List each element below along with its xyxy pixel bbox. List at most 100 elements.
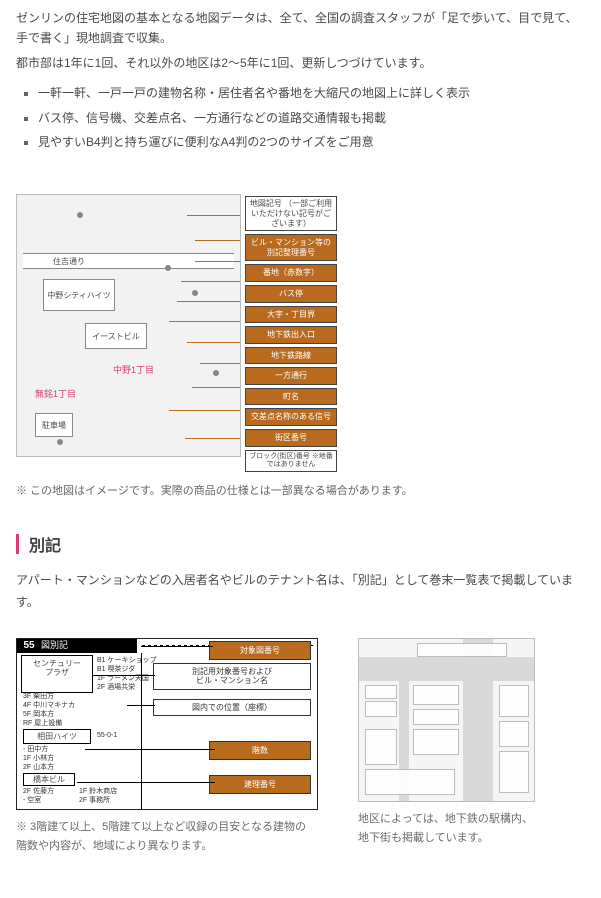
map-figure: 住吉通り 中野シティハイツ イーストビル 駐車場 中野1丁目 無銘1丁目 地図記… — [16, 194, 585, 472]
bekki-right-note: 地区によっては、地下鉄の駅構内、地下街も掲載しています。 — [358, 810, 533, 850]
bekki-left-figure: 55 図別記 センチュリー プラザ B1 ケーキショップ B1 喫茶ジダ 1F … — [16, 638, 316, 869]
bekki-small-box: 橋本ビル — [23, 773, 75, 787]
map-box — [499, 751, 529, 793]
map-box — [413, 709, 459, 725]
legend-item: バス停 — [245, 285, 337, 303]
map-pink-label: 中野1丁目 — [113, 363, 154, 376]
tenant-line: 4F 中川マキナカ — [23, 702, 75, 710]
bekki-haitsu-box: 相田ハイツ — [23, 729, 91, 745]
map-corridor — [359, 657, 534, 681]
legend-connector — [177, 301, 240, 302]
map-dot-icon — [213, 370, 219, 376]
tenant-line: - 空室 — [23, 797, 41, 805]
feature-item: バス停、信号機、交差点名、一方通行などの道路交通情報も掲載 — [38, 108, 585, 128]
legend-item: 大字・丁目界 — [245, 306, 337, 324]
map-box — [499, 721, 529, 747]
map-box — [413, 685, 459, 705]
map-legend: 地図記号 （一部ご利用いただけない記号がございます） ビル・マンション等の別記整… — [245, 194, 337, 472]
map-box — [365, 729, 397, 765]
tenant-line: 2F 佐藤方 — [23, 788, 54, 796]
bekki-pill: 建理番号 — [209, 775, 311, 795]
intro-line-2: 都市部は1年に1回、それ以外の地区は2〜5年に1回、更新しつづけています。 — [16, 53, 585, 73]
tenant-line: 1F 鈴木商店 — [79, 788, 117, 796]
bekki-plaza-line2: プラザ — [22, 668, 92, 678]
map-dot-icon — [192, 290, 198, 296]
tenant-line: B1 喫茶ジダ — [97, 666, 135, 674]
tenant-line: RF 屋上設備 — [23, 720, 62, 728]
map-box — [365, 701, 397, 717]
map-corridor — [463, 639, 493, 801]
legend-footer: ブロック(街区)番号 ※地番ではありません — [245, 450, 337, 473]
map-dot-icon — [57, 439, 63, 445]
legend-connector — [195, 261, 240, 262]
map-dot-icon — [165, 265, 171, 271]
legend-item: ビル・マンション等の別記整理番号 — [245, 234, 337, 261]
tenant-line: 2F 事務所 — [79, 797, 110, 805]
feature-item: 一軒一軒、一戸一戸の建物名称・居住者名や番地を大縮尺の地図上に詳しく表示 — [38, 83, 585, 103]
section-heading-bekki: 別記 — [16, 532, 585, 556]
bekki-header-bar: 55 図別記 — [17, 639, 137, 653]
feature-item: 見やすいB4判と持ち運びに便利なA4判の2つのサイズをご用意 — [38, 132, 585, 152]
bekki-right-figure: 地区によっては、地下鉄の駅構内、地下街も掲載しています。 — [358, 638, 533, 861]
legend-item: 街区番号 — [245, 429, 337, 447]
connector — [77, 782, 215, 783]
connector — [93, 675, 155, 676]
bekki-pill: 別記用対象番号および ビル・マンション名 — [153, 663, 311, 690]
legend-connector — [200, 363, 240, 364]
legend-item: 交差点名称のある信号 — [245, 408, 337, 426]
map-note: ※ この地図はイメージです。実際の商品の仕様とは一部異なる場合があります。 — [16, 482, 585, 498]
legend-item: 町名 — [245, 388, 337, 406]
intro-line-1: ゼンリンの住宅地図の基本となる地図データは、全て、全国の調査スタッフが「足で歩い… — [16, 8, 585, 49]
connector — [141, 646, 213, 647]
connector — [85, 749, 215, 750]
map-block: 中野シティハイツ — [43, 279, 115, 311]
legend-connector — [195, 240, 240, 241]
tenant-line: 2F 山本方 — [23, 764, 54, 772]
tenant-line: B1 ケーキショップ — [97, 657, 157, 665]
tenant-line: 2F 酒場共栄 — [97, 684, 135, 692]
legend-header: 地図記号 （一部ご利用いただけない記号がございます） — [245, 196, 337, 231]
bekki-header-lbl: 図別記 — [41, 640, 68, 651]
legend-connector — [169, 410, 240, 411]
heading-text: 別記 — [29, 532, 61, 556]
legend-connector — [169, 321, 240, 322]
bekki-left-note: ※ 3階建て以上、5階建て以上など収録の目安となる建物の階数や内容が、地域により… — [16, 818, 316, 858]
legend-item: 一方通行 — [245, 367, 337, 385]
map-image: 住吉通り 中野シティハイツ イーストビル 駐車場 中野1丁目 無銘1丁目 — [16, 194, 241, 457]
connector — [127, 705, 155, 706]
legend-connector — [181, 281, 240, 282]
bekki-pill: 対象図番号 — [209, 641, 311, 661]
map-pink-label: 無銘1丁目 — [35, 387, 76, 400]
bekki-floor: 55-0-1 — [97, 732, 117, 740]
tenant-line: 1F 小林方 — [23, 755, 54, 763]
legend-item: 番地（赤数字） — [245, 264, 337, 282]
bekki-left-frame: 55 図別記 センチュリー プラザ B1 ケーキショップ B1 喫茶ジダ 1F … — [16, 638, 318, 810]
map-dot-icon — [77, 212, 83, 218]
bekki-figures-row: 55 図別記 センチュリー プラザ B1 ケーキショップ B1 喫茶ジダ 1F … — [16, 638, 585, 869]
bekki-pill: 階数 — [209, 741, 311, 761]
map-box — [499, 685, 529, 717]
intro-block: ゼンリンの住宅地図の基本となる地図データは、全て、全国の調査スタッフが「足で歩い… — [16, 8, 585, 73]
bekki-plaza-box: センチュリー プラザ — [21, 655, 93, 693]
tenant-line: - 田中方 — [23, 746, 48, 754]
bekki-header-num: 55 — [17, 640, 41, 652]
tenant-line: 1F ラーメン天国 — [97, 675, 149, 683]
legend-item: 地下鉄出入口 — [245, 326, 337, 344]
map-box — [365, 685, 397, 699]
bekki-plaza-line1: センチュリー — [22, 659, 92, 669]
feature-list: 一軒一軒、一戸一戸の建物名称・居住者名や番地を大縮尺の地図上に詳しく表示 バス停… — [16, 83, 585, 152]
map-block: 駐車場 — [35, 413, 73, 437]
heading-bar — [16, 534, 19, 554]
bekki-desc: アパート・マンションなどの入居者名やビルのテナント名は、「別記」として巻末一覧表… — [16, 570, 585, 613]
bekki-pill: 図内での位置（座標） — [153, 699, 311, 717]
bekki-pill-line: ビル・マンション名 — [196, 676, 268, 685]
legend-connector — [185, 438, 240, 439]
map-block: イーストビル — [85, 323, 147, 349]
bekki-pill-line: 別記用対象番号および — [192, 667, 272, 676]
map-box — [413, 729, 459, 755]
legend-connector — [192, 387, 240, 388]
map-box — [417, 643, 507, 657]
tenant-line: 5F 岡本方 — [23, 711, 54, 719]
legend-item: 地下鉄路線 — [245, 347, 337, 365]
map-box — [365, 769, 455, 795]
